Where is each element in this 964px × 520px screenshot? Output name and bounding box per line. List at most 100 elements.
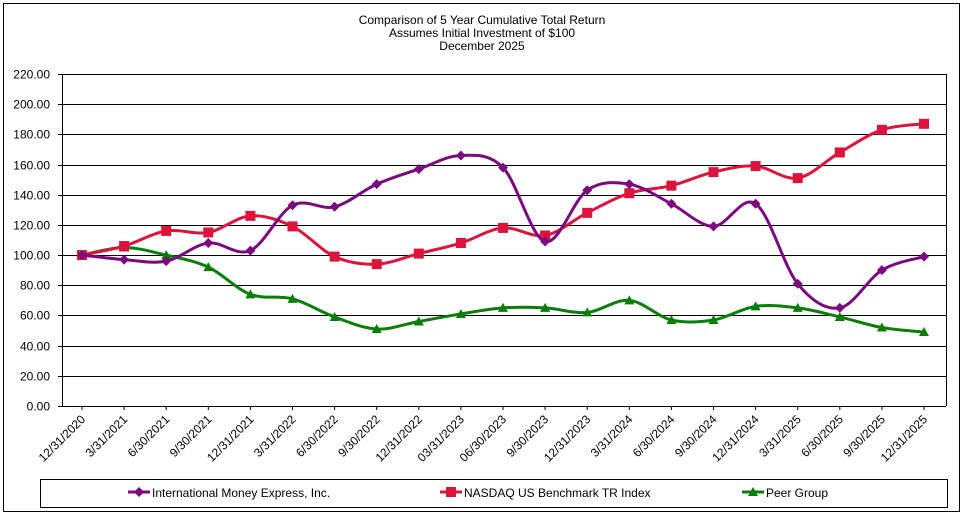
data-point-triangle: [582, 307, 593, 317]
data-point-square: [161, 225, 172, 236]
data-point-square: [919, 118, 929, 129]
data-point-square: [446, 487, 456, 497]
legend-item: International Money Express, Inc.: [128, 486, 330, 500]
data-point-diamond: [666, 198, 677, 209]
data-point-diamond: [77, 250, 87, 261]
data-point-diamond: [792, 278, 803, 289]
data-point-diamond: [119, 254, 130, 265]
data-point-triangle: [834, 311, 845, 321]
y-tick-label: 20.00: [20, 370, 50, 384]
data-point-triangle: [748, 487, 758, 496]
data-point-triangle: [329, 311, 340, 321]
data-point-diamond: [287, 200, 298, 211]
data-point-diamond: [624, 179, 635, 190]
y-tick-label: 180.00: [13, 128, 50, 142]
data-point-square: [203, 227, 214, 238]
data-point-triangle: [203, 262, 214, 272]
x-tick-label: 3/31/2021: [83, 412, 131, 460]
y-tick-label: 100.00: [13, 249, 50, 263]
y-tick-label: 160.00: [13, 159, 50, 173]
data-point-diamond: [245, 245, 256, 256]
series-2: [77, 242, 929, 337]
y-tick-label: 140.00: [13, 189, 50, 203]
data-point-triangle: [498, 302, 508, 312]
data-point-triangle: [708, 314, 719, 324]
y-tick-label: 80.00: [20, 279, 50, 293]
y-tick-label: 40.00: [20, 340, 50, 354]
x-tick-label: 6/30/2025: [798, 412, 846, 460]
data-point-triangle: [245, 289, 256, 299]
data-point-diamond: [750, 198, 761, 209]
data-point-diamond: [161, 256, 172, 267]
data-point-diamond: [834, 302, 845, 313]
data-point-square: [834, 147, 845, 158]
x-tick-label: 12/31/2020: [36, 412, 89, 465]
data-point-diamond: [455, 150, 466, 161]
x-tick-label: 3/31/2024: [588, 412, 636, 460]
x-tick-label: 6/30/2022: [293, 412, 341, 460]
data-point-diamond: [203, 238, 214, 249]
data-point-square: [792, 173, 803, 184]
data-point-diamond: [134, 487, 144, 497]
data-point-square: [455, 238, 466, 249]
data-point-diamond: [371, 179, 382, 190]
legend-item: Peer Group: [742, 486, 828, 500]
y-tick-label: 60.00: [20, 309, 50, 323]
data-point-square: [413, 248, 424, 259]
data-point-triangle: [287, 293, 298, 303]
data-point-triangle: [540, 302, 551, 312]
legend-label: NASDAQ US Benchmark TR Index: [464, 486, 651, 500]
legend-box: [40, 479, 948, 508]
data-point-square: [329, 251, 340, 262]
data-point-triangle: [876, 322, 887, 332]
data-point-square: [498, 222, 508, 233]
x-tick-label: 3/31/2022: [251, 412, 299, 460]
data-point-diamond: [498, 162, 508, 173]
data-point-triangle: [624, 295, 635, 305]
data-point-square: [624, 188, 635, 199]
data-point-diamond: [708, 221, 719, 232]
data-point-square: [750, 161, 761, 172]
data-point-square: [876, 124, 887, 135]
chart-title-line: Assumes Initial Investment of $100: [389, 26, 575, 40]
legend-label: International Money Express, Inc.: [152, 486, 330, 500]
data-point-triangle: [792, 302, 803, 312]
data-point-square: [371, 259, 382, 270]
data-point-diamond: [582, 185, 593, 196]
chart-border: [3, 3, 960, 512]
data-point-square: [708, 167, 719, 178]
data-point-triangle: [371, 324, 382, 334]
data-point-square: [540, 230, 551, 241]
legend-item: NASDAQ US Benchmark TR Index: [440, 486, 651, 500]
series-0: [77, 150, 929, 313]
data-point-triangle: [413, 316, 424, 326]
series-1: [77, 118, 929, 270]
x-tick-label: 3/31/2025: [756, 412, 804, 460]
chart-title-line: Comparison of 5 Year Cumulative Total Re…: [359, 13, 606, 27]
y-tick-label: 120.00: [13, 219, 50, 233]
data-point-square: [287, 221, 298, 232]
series-line: [81, 246, 925, 334]
series-line: [81, 153, 925, 310]
data-point-square: [582, 207, 593, 218]
y-tick-label: 220.00: [13, 68, 50, 82]
data-point-diamond: [329, 201, 340, 212]
data-point-diamond: [919, 251, 929, 262]
data-point-square: [666, 180, 677, 191]
data-point-triangle: [750, 301, 761, 311]
data-point-square: [119, 241, 130, 252]
legend-label: Peer Group: [766, 486, 828, 500]
chart-title-line: December 2025: [439, 39, 525, 53]
y-tick-label: 200.00: [13, 98, 50, 112]
data-point-diamond: [876, 265, 887, 276]
data-point-triangle: [666, 314, 677, 324]
x-tick-label: 6/30/2024: [630, 412, 678, 460]
data-point-triangle: [455, 308, 466, 318]
x-tick-label: 6/30/2021: [125, 412, 173, 460]
data-point-diamond: [413, 164, 424, 175]
data-point-square: [245, 210, 256, 221]
data-point-triangle: [919, 327, 929, 337]
y-tick-label: 0.00: [27, 400, 51, 414]
